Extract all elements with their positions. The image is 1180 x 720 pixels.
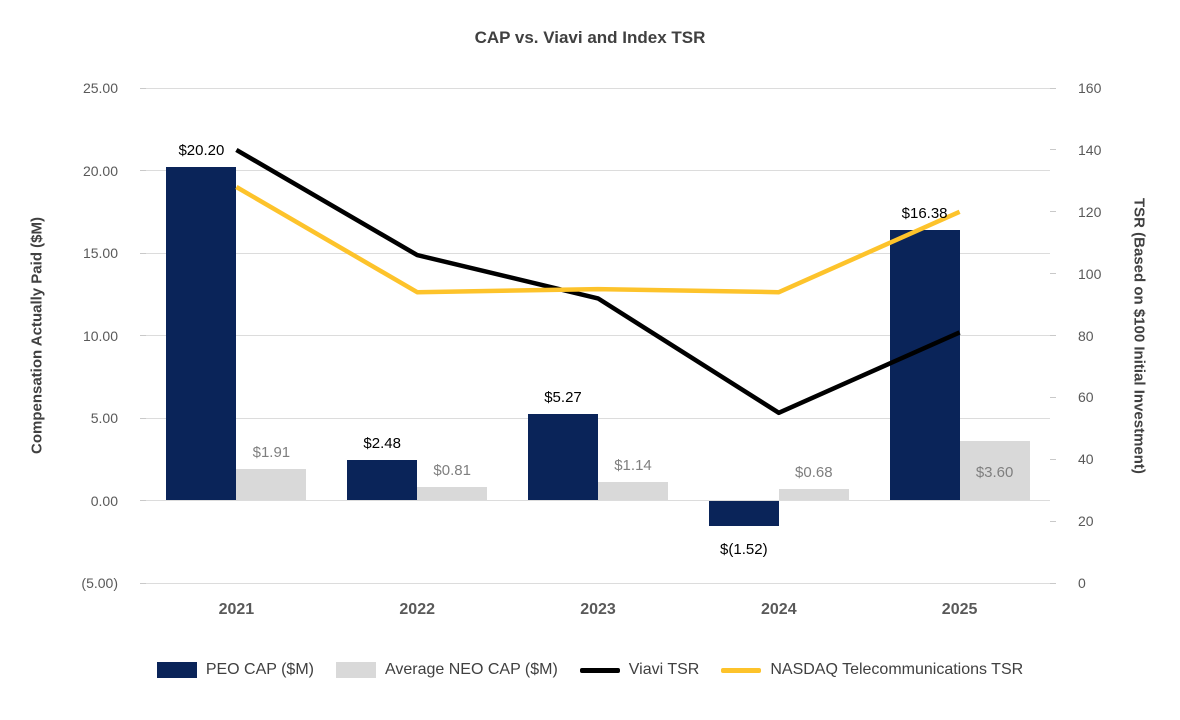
legend-item-nasdaq-telecommunications-tsr: NASDAQ Telecommunications TSR <box>721 661 1023 679</box>
bar-value-label: $1.14 <box>614 456 652 474</box>
legend-bar-swatch <box>156 662 197 678</box>
bar-neo-2021 <box>236 468 307 501</box>
right-axis-title: TSR (Based on $100 Initial Investment) <box>1130 197 1148 474</box>
bar-value-label: $3.60 <box>975 464 1014 482</box>
right-tick-mark <box>1050 458 1056 460</box>
right-tick-mark <box>1050 211 1056 213</box>
left-axis-tick: 15.00 <box>82 245 118 261</box>
right-axis-tick: 0 <box>1078 575 1086 591</box>
bar-value-label: $20.20 <box>178 142 225 160</box>
gridline <box>146 417 1050 419</box>
right-tick-mark <box>1050 273 1056 275</box>
legend-label: Average NEO CAP ($M) <box>384 661 558 678</box>
legend-line-swatch <box>579 667 620 673</box>
gridline <box>146 170 1050 171</box>
gridline <box>146 500 1050 501</box>
bar-peo-2025 <box>889 230 960 501</box>
bar-peo-2023 <box>528 413 598 501</box>
legend-item-average-neo-cap-m-: Average NEO CAP ($M) <box>335 661 558 679</box>
right-tick-mark <box>1050 520 1056 522</box>
right-axis-tick: 40 <box>1078 451 1094 468</box>
right-axis-tick: 100 <box>1078 265 1102 282</box>
left-tick-mark <box>140 500 146 501</box>
left-axis-tick: 10.00 <box>82 327 118 344</box>
right-axis-tick: 80 <box>1078 327 1094 344</box>
right-tick-mark <box>1050 87 1056 89</box>
left-tick-mark <box>140 252 146 254</box>
bar-value-label: $16.38 <box>901 205 948 223</box>
bar-neo-2022 <box>417 487 488 501</box>
bar-value-label: $1.91 <box>252 443 291 461</box>
right-tick-mark <box>1050 582 1056 584</box>
x-axis-label-2025: 2025 <box>941 601 978 618</box>
left-axis-tick: 5.00 <box>90 410 118 426</box>
bar-peo-2021 <box>166 167 237 501</box>
left-tick-mark <box>140 335 146 336</box>
legend-label: PEO CAP ($M) <box>205 661 314 678</box>
legend-bar-swatch <box>335 662 376 678</box>
legend-label: NASDAQ Telecommunications TSR <box>770 661 1024 678</box>
right-axis-tick: 120 <box>1078 203 1102 220</box>
bar-value-label: $0.68 <box>795 464 833 482</box>
left-axis-tick: 20.00 <box>82 162 118 179</box>
bar-neo-2024 <box>778 489 849 501</box>
legend-item-peo-cap-m-: PEO CAP ($M) <box>156 661 314 679</box>
bar-value-label: $0.81 <box>433 462 471 480</box>
bar-value-label: $(1.52) <box>720 540 768 558</box>
gridline <box>146 87 1050 89</box>
x-axis-label-2024: 2024 <box>761 601 797 618</box>
right-axis-tick: 60 <box>1078 389 1094 406</box>
line-viavi-tsr <box>235 147 961 416</box>
left-tick-mark <box>140 417 146 419</box>
right-axis-tick: 140 <box>1078 141 1102 158</box>
legend-label: Viavi TSR <box>628 661 700 678</box>
left-axis-tick: 25.00 <box>82 80 118 96</box>
bar-peo-2024 <box>708 500 779 526</box>
line-nasdaq-telecommunications-tsr <box>235 185 961 295</box>
bar-value-label: $2.48 <box>363 434 401 452</box>
right-tick-mark <box>1050 335 1056 336</box>
x-axis-label-2021: 2021 <box>218 601 255 618</box>
bar-neo-2023 <box>598 481 668 501</box>
legend-item-viavi-tsr: Viavi TSR <box>579 661 700 679</box>
right-axis-tick: 160 <box>1078 80 1102 96</box>
bar-value-label: $5.27 <box>544 388 582 406</box>
plot-area: $20.20 $2.48 $5.27 $(1.52) $16.38 $1.91 $0.81 $… <box>146 87 1050 584</box>
legend-line-swatch <box>721 667 762 673</box>
left-tick-mark <box>140 582 146 584</box>
left-tick-mark <box>140 87 146 89</box>
right-axis-tick: 20 <box>1078 513 1094 530</box>
left-tick-mark <box>140 170 146 171</box>
right-tick-mark <box>1050 396 1056 398</box>
x-axis-label-2022: 2022 <box>399 601 435 618</box>
left-axis-tick: (5.00) <box>81 575 118 591</box>
legend: PEO CAP ($M) Average NEO CAP ($M) Viavi TS… <box>0 652 1180 688</box>
chart-title: CAP vs. Viavi and Index TSR <box>474 28 706 47</box>
bar-peo-2022 <box>347 459 418 501</box>
x-axis-label-2023: 2023 <box>580 601 616 618</box>
left-axis-tick: 0.00 <box>90 492 118 509</box>
bar-neo-2025 <box>959 441 1030 501</box>
right-tick-mark <box>1050 149 1056 151</box>
gridline <box>146 582 1050 584</box>
